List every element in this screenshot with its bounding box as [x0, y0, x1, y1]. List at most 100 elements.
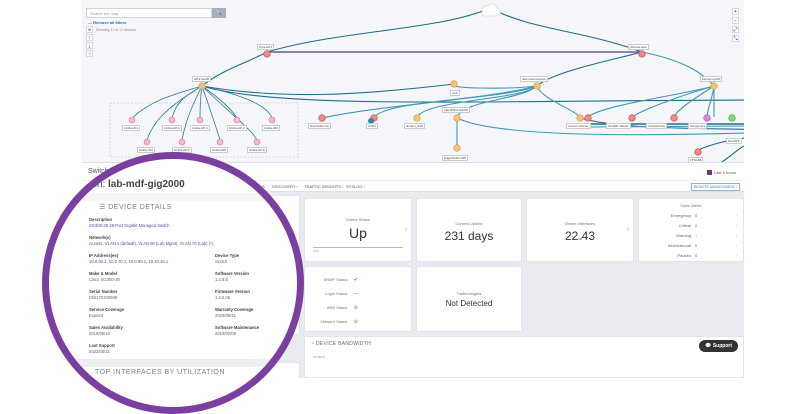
- disabled-icon: ⊘: [353, 305, 358, 311]
- gauge-icon: ◔: [311, 341, 317, 347]
- node-label[interactable]: Aruba-AP-6: [247, 147, 267, 153]
- topology-graph: [109, 3, 744, 162]
- support-label: Support: [712, 343, 732, 349]
- map-search-button[interactable]: 🔍: [212, 8, 226, 18]
- online-status-card[interactable]: Online Status Up › Prior: [304, 198, 412, 262]
- make-model-field: Make & Model Cisco SG300-28: [89, 271, 120, 282]
- alert-name: Paused: [677, 253, 691, 258]
- node-label[interactable]: Aruba-202: [137, 147, 156, 153]
- map-toolbar: ⊕ T ⤓ ?: [86, 26, 94, 58]
- remove-filters-link[interactable]: — Remove all filters: [88, 20, 127, 25]
- uptime-card: Current Uptime 231 days: [416, 198, 522, 262]
- map-search-input[interactable]: Search the map: [86, 8, 212, 18]
- node-label[interactable]: dell-powerconnect: [520, 76, 549, 82]
- online-interfaces-card[interactable]: Online Interfaces 22of43 ›: [526, 198, 634, 262]
- device-type-prefix: Switch:: [73, 179, 106, 190]
- node-label[interactable]: Lancom-Printer: [566, 123, 591, 129]
- remote-management-button[interactable]: REMOTE MANAGEMENT ›: [690, 183, 740, 191]
- node-label[interactable]: DevOPS: [726, 138, 742, 144]
- collapse-view-button[interactable]: ⤡: [732, 35, 739, 42]
- last-support-field: Last Support 2023/05/31: [89, 343, 115, 354]
- node-label[interactable]: Juniper_EX3: [404, 123, 426, 129]
- time-range-selector[interactable]: Last 6 hours: [706, 170, 736, 176]
- online-interfaces-label: Online Interfaces: [564, 221, 596, 226]
- node-label[interactable]: Aruba-AP-2: [227, 125, 247, 131]
- time-range-label: Last 6 hours: [713, 170, 736, 175]
- bandwidth-title-text: DEVICE BANDWIDTH: [316, 341, 372, 347]
- device-type-field: Device Type Switch: [215, 253, 240, 264]
- filter-icon[interactable]: T: [86, 34, 93, 41]
- warranty-field: Warranty Coverage 2023/05/31: [215, 307, 254, 318]
- traffic-insights-label: TrafficInsights: [456, 291, 482, 296]
- chevron-right-icon: ›: [735, 253, 737, 258]
- status-name: SNMP Status: [323, 277, 348, 282]
- alert-count: 1: [695, 233, 698, 238]
- open-alerts-title: Open Alerts: [680, 203, 702, 208]
- node-label[interactable]: ALLIED-Telesis: [606, 123, 631, 129]
- timeline-axis-label: Prior: [313, 249, 320, 253]
- node-label[interactable]: vRouter-aws: [628, 44, 649, 50]
- uptime-label: Current Uptime: [455, 221, 483, 226]
- firmware-field: Firmware Version 1.3.6.06: [215, 289, 250, 300]
- device-name: lab-mdf-gig2000: [108, 179, 185, 190]
- chevron-right-icon: ›: [735, 213, 737, 218]
- status-name: WMI Status: [326, 305, 348, 310]
- interfaces-of: of: [578, 236, 582, 241]
- traffic-insights-value: Not Detected: [445, 299, 493, 308]
- help-icon[interactable]: ?: [86, 50, 93, 57]
- alert-name: Warning: [676, 233, 691, 238]
- list-icon: ☰: [99, 204, 109, 211]
- showing-count: Showing 17 of 17 devices: [96, 28, 136, 32]
- network-map[interactable]: Search the map 🔍 — Remove all filters ⊕ …: [82, 0, 744, 163]
- node-label[interactable]: Unicastcircle: [646, 123, 668, 129]
- node-label[interactable]: Aruba-AP-4: [162, 125, 182, 131]
- node-label[interactable]: Aruba-AP-5: [172, 147, 192, 153]
- chevron-right-icon: ›: [405, 227, 407, 233]
- node-label[interactable]: Aruba-304: [262, 125, 281, 131]
- alert-count: 0: [695, 253, 698, 258]
- device-details-title: ☰ DEVICE DETAILS: [99, 203, 172, 211]
- alert-name: Critical: [678, 223, 691, 228]
- bandwidth-axis-label: 25 Mbit/s: [313, 355, 326, 359]
- node-label[interactable]: fortinet-vg200: [700, 76, 723, 82]
- chevron-right-icon: ›: [735, 233, 737, 238]
- status-timeline: [313, 247, 403, 248]
- chevron-right-icon: ›: [735, 243, 737, 248]
- uptime-value: 231 days: [444, 229, 494, 243]
- software-maintenance-field: Software Maintenance 2019/02/09: [215, 325, 260, 336]
- alert-name: Emergency: [670, 213, 691, 218]
- check-icon: ✔: [353, 277, 358, 283]
- tab-syslog[interactable]: SYSLOG ›: [346, 184, 365, 189]
- node-label[interactable]: Lab-Whitcl-Switch: [442, 107, 471, 113]
- disabled-icon: ⊘: [353, 319, 358, 325]
- online-interfaces-value: 22of43: [527, 229, 633, 243]
- node-label[interactable]: Core-Rtr1: [257, 44, 275, 50]
- sales-availability-field: Sales Availability 2018/05/10: [89, 325, 123, 336]
- layers-icon[interactable]: ⊕: [86, 26, 93, 33]
- open-alerts-card: Open Alerts Emergency 0 › Critical 0 › Warni…: [638, 198, 744, 262]
- node-label[interactable]: HPS-Sw48: [192, 76, 211, 82]
- serial-field: Serial Number DNI170200989: [89, 289, 118, 300]
- zoom-out-button[interactable]: −: [732, 17, 739, 24]
- zoom-controls: + − ⤢ ⤡: [732, 8, 740, 44]
- fit-view-button[interactable]: ⤢: [732, 26, 739, 33]
- download-icon[interactable]: ⤓: [86, 42, 93, 49]
- bandwidth-title: ◔ DEVICE BANDWIDTH: [311, 341, 371, 347]
- node-label[interactable]: Sonicwall-nsa: [308, 123, 331, 129]
- tab-traffic-insights[interactable]: TRAFFIC INSIGHTS ›: [304, 184, 344, 189]
- switch-title-magnified: Switch: lab-mdf-gig2000: [73, 179, 185, 190]
- node-label[interactable]: Aruba-AP-3: [190, 125, 210, 131]
- zoom-in-button[interactable]: +: [732, 8, 739, 15]
- node-label[interactable]: vmh: [450, 90, 460, 96]
- online-status-value: Up: [349, 225, 367, 241]
- node-label[interactable]: EdgeSwitch-24P: [442, 155, 469, 161]
- top-interfaces-title: TOP INTERFACES BY UTILIZATION: [95, 369, 225, 376]
- node-label[interactable]: Aruba-206: [210, 147, 229, 153]
- interfaces-total-count: 43: [581, 229, 596, 243]
- support-button[interactable]: 💬 Support: [699, 340, 738, 352]
- node-label[interactable]: Aruba-201: [122, 125, 141, 131]
- node-label[interactable]: vcdb1: [366, 123, 379, 129]
- node-label[interactable]: Syngineers: [688, 123, 708, 129]
- networks-field: Network(s) Access: VLAN 1 (default), VLAN…: [89, 235, 214, 246]
- dash-icon: —: [353, 291, 359, 297]
